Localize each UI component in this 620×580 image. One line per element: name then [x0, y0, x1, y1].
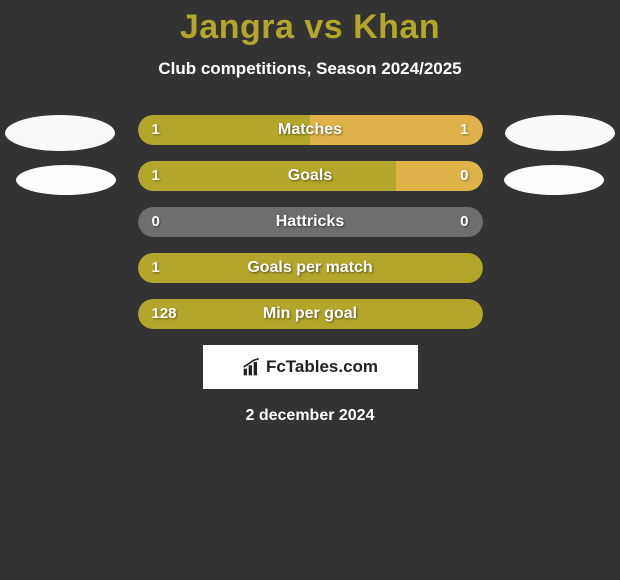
brand-chart-icon: [242, 357, 262, 377]
stat-row: 11Matches: [138, 115, 483, 145]
stats-area: 11Matches 10Goals 00Hattricks 1Goals per ma…: [0, 115, 620, 329]
date-line: 2 december 2024: [0, 407, 620, 425]
subtitle: Club competitions, Season 2024/2025: [0, 59, 620, 79]
team-logo-left-1: [5, 115, 115, 151]
stat-row: 1Goals per match: [138, 253, 483, 283]
stat-label: Goals per match: [138, 253, 483, 283]
page-title: Jangra vs Khan: [0, 0, 620, 47]
stat-label: Min per goal: [138, 299, 483, 329]
stat-row: 10Goals: [138, 161, 483, 191]
stat-label: Matches: [138, 115, 483, 145]
team-logo-right-1: [505, 115, 615, 151]
brand-box: FcTables.com: [203, 345, 418, 389]
team-logo-left-2: [16, 165, 116, 195]
brand-text: FcTables.com: [266, 357, 378, 377]
stat-label: Goals: [138, 161, 483, 191]
stat-label: Hattricks: [138, 207, 483, 237]
team-logo-right-2: [504, 165, 604, 195]
stat-bars: 11Matches 10Goals 00Hattricks 1Goals per ma…: [138, 115, 483, 329]
stat-row: 128Min per goal: [138, 299, 483, 329]
stat-row: 00Hattricks: [138, 207, 483, 237]
